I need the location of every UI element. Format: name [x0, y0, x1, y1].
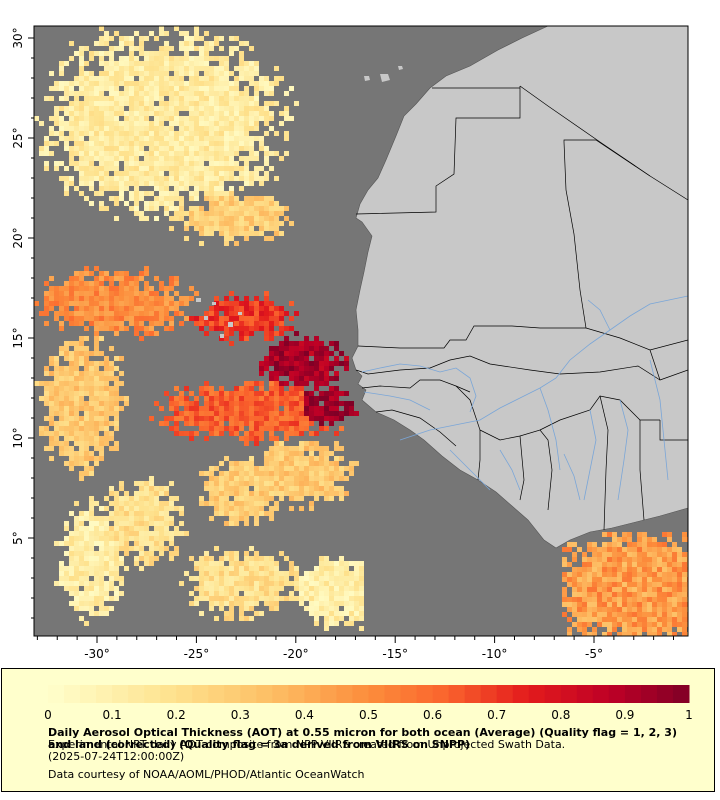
- lon-tick-label: -5°: [585, 647, 603, 660]
- lon-tick-label: -10°: [482, 647, 508, 660]
- colorbar-tick-label: 0.3: [231, 708, 250, 722]
- legend-panel: 0 0.1 0.2 0.3 0.4 0.5 0.6 0.7 0.8 0.9 1 Daily Aero…: [1, 668, 715, 792]
- rivers: [361, 295, 688, 501]
- colorbar-tick-label: 1: [685, 708, 693, 722]
- aerosol-layer: [34, 26, 364, 631]
- colorbar-tick-label: 0.8: [551, 708, 570, 722]
- colorbar-tick-label: 0.2: [167, 708, 186, 722]
- longitude-axis: -30° -25° -20° -15° -10° -5°: [36, 636, 675, 660]
- lat-tick-label: 25°: [11, 127, 25, 148]
- lat-tick-label: 15°: [11, 327, 25, 348]
- data-credit: Data courtesy of NOAA/AOML/PHOD/Atlantic…: [48, 768, 365, 781]
- map-title: Daily Aerosol Optical Thickness (AOT) at…: [48, 726, 677, 751]
- colorbar-tick-label: 0.5: [359, 708, 378, 722]
- lat-tick-label: 30°: [11, 27, 25, 48]
- latitude-axis: 30° 25° 20° 15° 10° 5°: [11, 27, 34, 619]
- colorbar: 0 0.1 0.2 0.3 0.4 0.5 0.6 0.7 0.8 0.9 1: [44, 685, 693, 722]
- lat-tick-label: 20°: [11, 227, 25, 248]
- lat-tick-label: 10°: [11, 427, 25, 448]
- cape-verde-islands: [196, 298, 242, 338]
- colorbar-tick-label: 0.1: [103, 708, 122, 722]
- canary-islands: [364, 66, 403, 82]
- colorbar-tick-label: 0.7: [487, 708, 506, 722]
- africa-landmass: [351, 26, 688, 549]
- colorbar-tick-label: 0.9: [615, 708, 634, 722]
- lon-tick-label: -15°: [382, 647, 408, 660]
- country-borders: [355, 85, 688, 531]
- map-date: (2025-07-24T12:00:00Z): [48, 750, 185, 763]
- lon-tick-label: -20°: [283, 647, 309, 660]
- map-description: Experimental NRT daily AOT composite fro…: [48, 738, 566, 751]
- aerosol-land-layer: [562, 532, 688, 636]
- colorbar-tick-label: 0.4: [295, 708, 314, 722]
- colorbar-tick-label: 0.6: [423, 708, 442, 722]
- map-frame: [33, 25, 689, 637]
- lon-tick-label: -30°: [84, 647, 110, 660]
- colorbar-tick-label: 0: [44, 708, 52, 722]
- aot-map: 30° 25° 20° 15° 10° 5° -30° -25° -20° -15° -10° -5…: [11, 25, 689, 660]
- lat-tick-label: 5°: [11, 531, 25, 545]
- lon-tick-label: -25°: [184, 647, 210, 660]
